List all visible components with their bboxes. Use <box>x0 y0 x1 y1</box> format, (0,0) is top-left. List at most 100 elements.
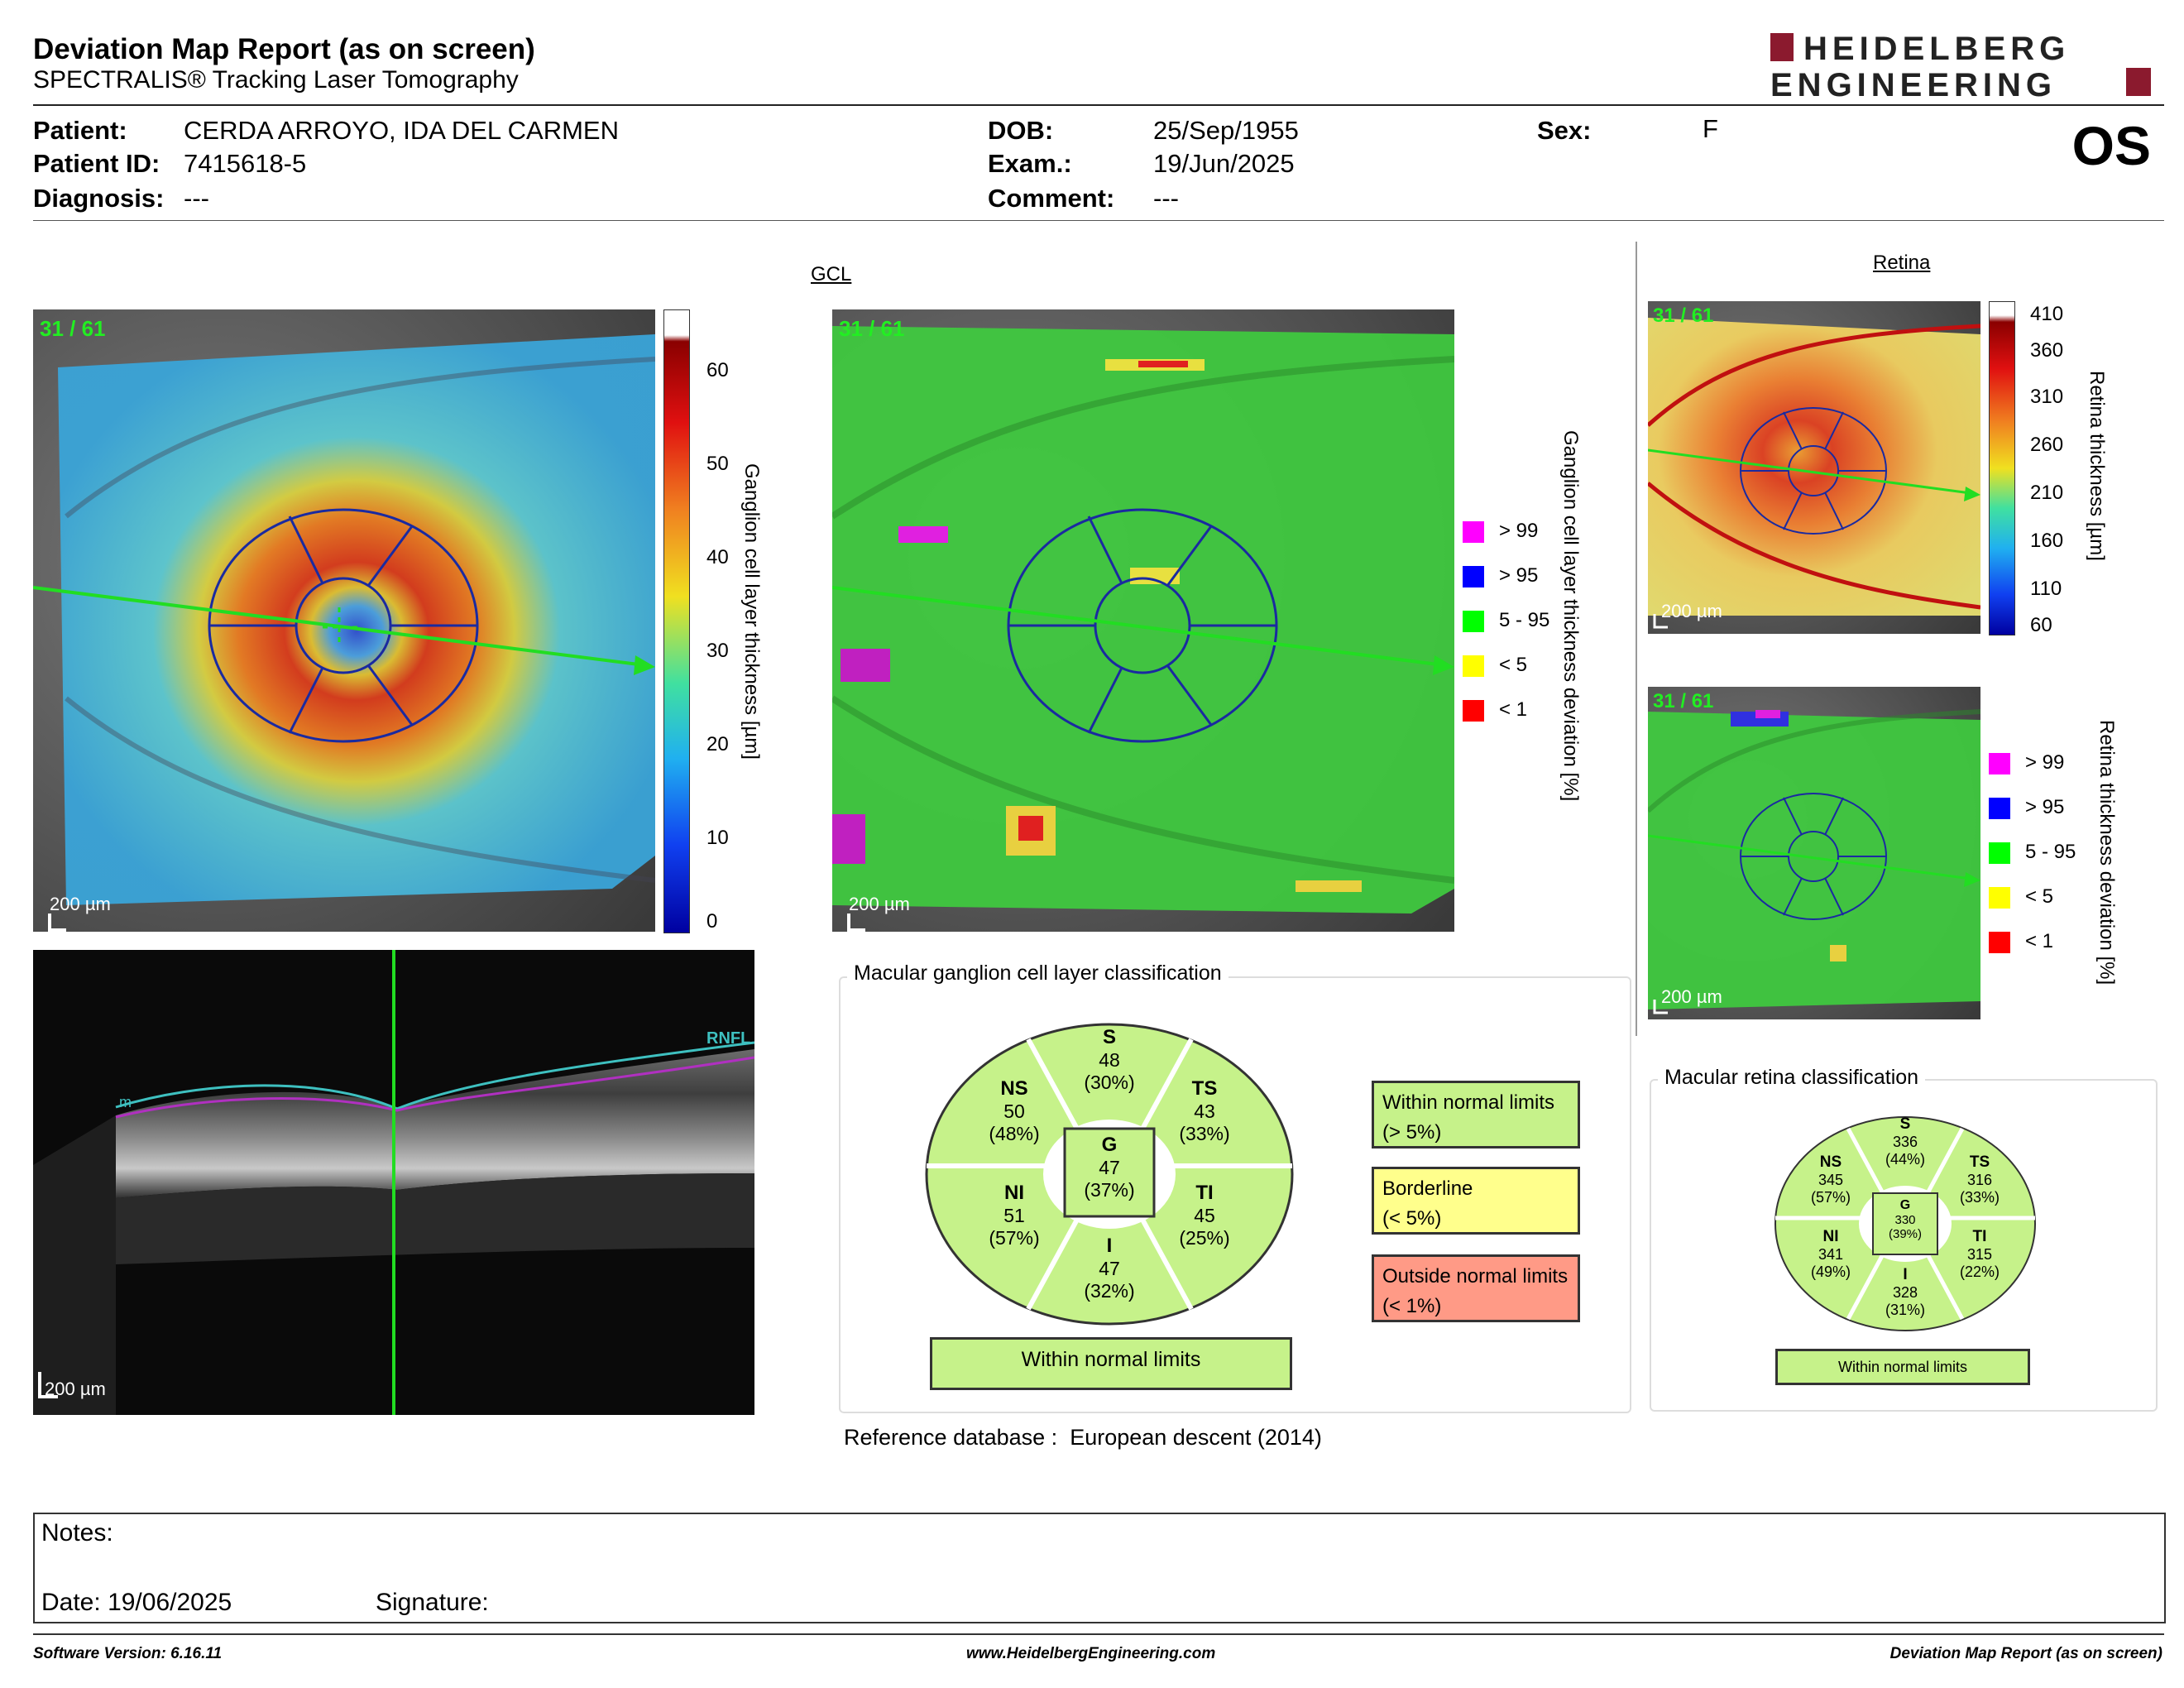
date-field: Date: 19/06/2025 <box>41 1589 232 1616</box>
retina-tick: 360 <box>2030 339 2064 362</box>
gcl-tick: 20 <box>706 733 729 755</box>
website-link[interactable]: www.HeidelbergEngineering.com <box>966 1645 1216 1662</box>
gcl-thickness-colorbar <box>663 309 690 933</box>
legend-item: 5 - 95 <box>1989 841 2076 885</box>
patient-id: 7415618-5 <box>184 149 307 178</box>
dob-value: 25/Sep/1955 <box>1153 116 1299 145</box>
gcl-deviation-map: 31 / 61 200 µm <box>830 309 1455 932</box>
bscan-rnfl-label: RNFL <box>706 1029 751 1048</box>
gcl-classification-result: Within normal limits <box>930 1337 1292 1390</box>
retina-frame-counter: 31 / 61 <box>1653 305 1714 327</box>
exam-label: Exam.: <box>988 149 1072 178</box>
legend-item: > 99 <box>1463 520 1549 564</box>
retina-deviation-axis-label: Retina thickness deviation [%] <box>2095 720 2118 985</box>
software-version: Software Version: 6.16.11 <box>33 1645 223 1662</box>
gcl-thickness-axis-label: Ganglion cell layer thickness [µm] <box>740 463 763 760</box>
sex-label: Sex: <box>1537 116 1592 145</box>
legend-item: > 99 <box>1989 751 2076 796</box>
retina-tick: 260 <box>2030 434 2064 456</box>
legend-item: < 1 <box>1463 698 1549 743</box>
bscan-scale-bar: 200 µm <box>45 1379 106 1399</box>
gcl-tick: 50 <box>706 453 729 475</box>
key-within-normal: Within normal limits (> 5%) <box>1372 1081 1580 1149</box>
retina-classification-title: Macular retina classification <box>1658 1066 1926 1090</box>
gcl-sector-ti: TI 45 (25%) <box>1179 1182 1230 1249</box>
patient-name: CERDA ARROYO, IDA DEL CARMEN <box>184 116 619 145</box>
gcl-deviation-axis-label: Ganglion cell layer thickness deviation … <box>1559 430 1582 802</box>
key-borderline: Borderline (< 5%) <box>1372 1167 1580 1235</box>
retina-deviation-legend: > 99 > 95 5 - 95 < 5 < 1 <box>1989 751 2076 975</box>
retina-sector-i: I 328 (31%) <box>1885 1266 1925 1318</box>
retina-scale-bar: 200 µm <box>1661 601 1722 621</box>
retina-deviation-scale-bar: 200 µm <box>1661 986 1722 1007</box>
gcl-tick: 0 <box>706 910 718 933</box>
notes-box[interactable] <box>33 1513 2166 1623</box>
gcl-tick: 60 <box>706 359 729 381</box>
retina-sector-s: S 336 (44%) <box>1885 1115 1925 1168</box>
dob-label: DOB: <box>988 116 1054 145</box>
gcl-deviation-scale-bar: 200 µm <box>849 894 910 914</box>
gcl-section-title: GCL <box>811 263 852 285</box>
legend-item: 5 - 95 <box>1463 609 1549 654</box>
retina-section-title: Retina <box>1873 252 1931 274</box>
eye-indicator: OS <box>2071 115 2151 176</box>
footer-rule <box>33 1633 2164 1635</box>
gcl-sector-i: I 47 (32%) <box>1084 1235 1135 1302</box>
retina-tick: 410 <box>2030 303 2064 325</box>
gcl-sector-ns: NS 50 (48%) <box>989 1077 1040 1144</box>
comment-value: --- <box>1153 184 1179 213</box>
legend-item: < 5 <box>1463 654 1549 698</box>
gcl-sector-s: S 48 (30%) <box>1084 1026 1135 1093</box>
retina-sector-g: G 330 (39%) <box>1888 1198 1922 1241</box>
retina-tick: 60 <box>2030 614 2052 636</box>
gcl-sector-diagram: S 48 (30%) NS 50 (48%) TS 43 (33%) G 47 … <box>925 1023 1294 1326</box>
gcl-frame-counter: 31 / 61 <box>40 316 106 341</box>
retina-sector-diagram: S 336 (44%) NS 345 (57%) TS 316 (33%) G … <box>1774 1115 2037 1332</box>
gcl-sector-ts: TS 43 (33%) <box>1179 1077 1230 1144</box>
retina-sector-ns: NS 345 (57%) <box>1810 1153 1851 1206</box>
logo-line2: ENGINEERING <box>1770 67 2057 103</box>
retina-deviation-frame-counter: 31 / 61 <box>1653 690 1714 712</box>
key-outside-normal: Outside normal limits (< 1%) <box>1372 1254 1580 1322</box>
gcl-sector-ni: NI 51 (57%) <box>989 1182 1040 1249</box>
retina-thickness-colorbar <box>1989 301 2015 635</box>
diagnosis-value: --- <box>184 184 209 213</box>
exam-value: 19/Jun/2025 <box>1153 149 1295 178</box>
retina-deviation-map: 31 / 61 200 µm <box>1645 687 1981 1019</box>
info-rule <box>33 220 2164 221</box>
retina-thickness-axis-label: Retina thickness [µm] <box>2086 371 2108 561</box>
retina-thickness-map: 31 / 61 200 µm <box>1646 301 1981 634</box>
patient-id-label: Patient ID: <box>33 149 160 178</box>
report-subtitle: SPECTRALIS® Tracking Laser Tomography <box>33 66 519 94</box>
retina-tick: 160 <box>2030 530 2064 552</box>
retina-classification-result: Within normal limits <box>1775 1349 2030 1385</box>
comment-label: Comment: <box>988 184 1115 213</box>
gcl-classification-panel <box>839 976 1631 1413</box>
retina-sector-ni: NI 341 (49%) <box>1810 1228 1851 1280</box>
retina-tick: 210 <box>2030 482 2064 504</box>
gcl-thickness-map: 31 / 61 200 µm <box>32 309 656 932</box>
report-title: Deviation Map Report (as on screen) <box>33 33 535 65</box>
legend-item: < 1 <box>1989 930 2076 975</box>
logo-line1: HEIDELBERG <box>1803 31 2070 67</box>
legend-item: > 95 <box>1989 796 2076 841</box>
gcl-classification-title: Macular ganglion cell layer classificati… <box>847 961 1228 985</box>
sex-value: F <box>1703 114 1718 143</box>
retina-tick: 110 <box>2030 578 2062 600</box>
legend-item: < 5 <box>1989 885 2076 930</box>
gcl-tick: 10 <box>706 827 729 849</box>
gcl-sector-g: G 47 (37%) <box>1084 1134 1135 1201</box>
gcl-scale-bar: 200 µm <box>50 894 111 914</box>
diagnosis-label: Diagnosis: <box>33 184 165 213</box>
reference-database: Reference database : European descent (2… <box>844 1425 1322 1450</box>
gcl-tick: 40 <box>706 546 729 568</box>
bscan-ilm-label: m <box>119 1094 132 1110</box>
oct-bscan: RNFL m 200 µm <box>33 950 755 1415</box>
retina-sector-ts: TS 316 (33%) <box>1959 1153 2000 1206</box>
header-rule <box>33 104 2164 106</box>
section-separator <box>1636 242 1637 1036</box>
patient-label: Patient: <box>33 116 127 145</box>
footer-report-name: Deviation Map Report (as on screen) <box>1889 1645 2162 1662</box>
legend-item: > 95 <box>1463 564 1549 609</box>
retina-sector-ti: TI 315 (22%) <box>1959 1228 2000 1280</box>
